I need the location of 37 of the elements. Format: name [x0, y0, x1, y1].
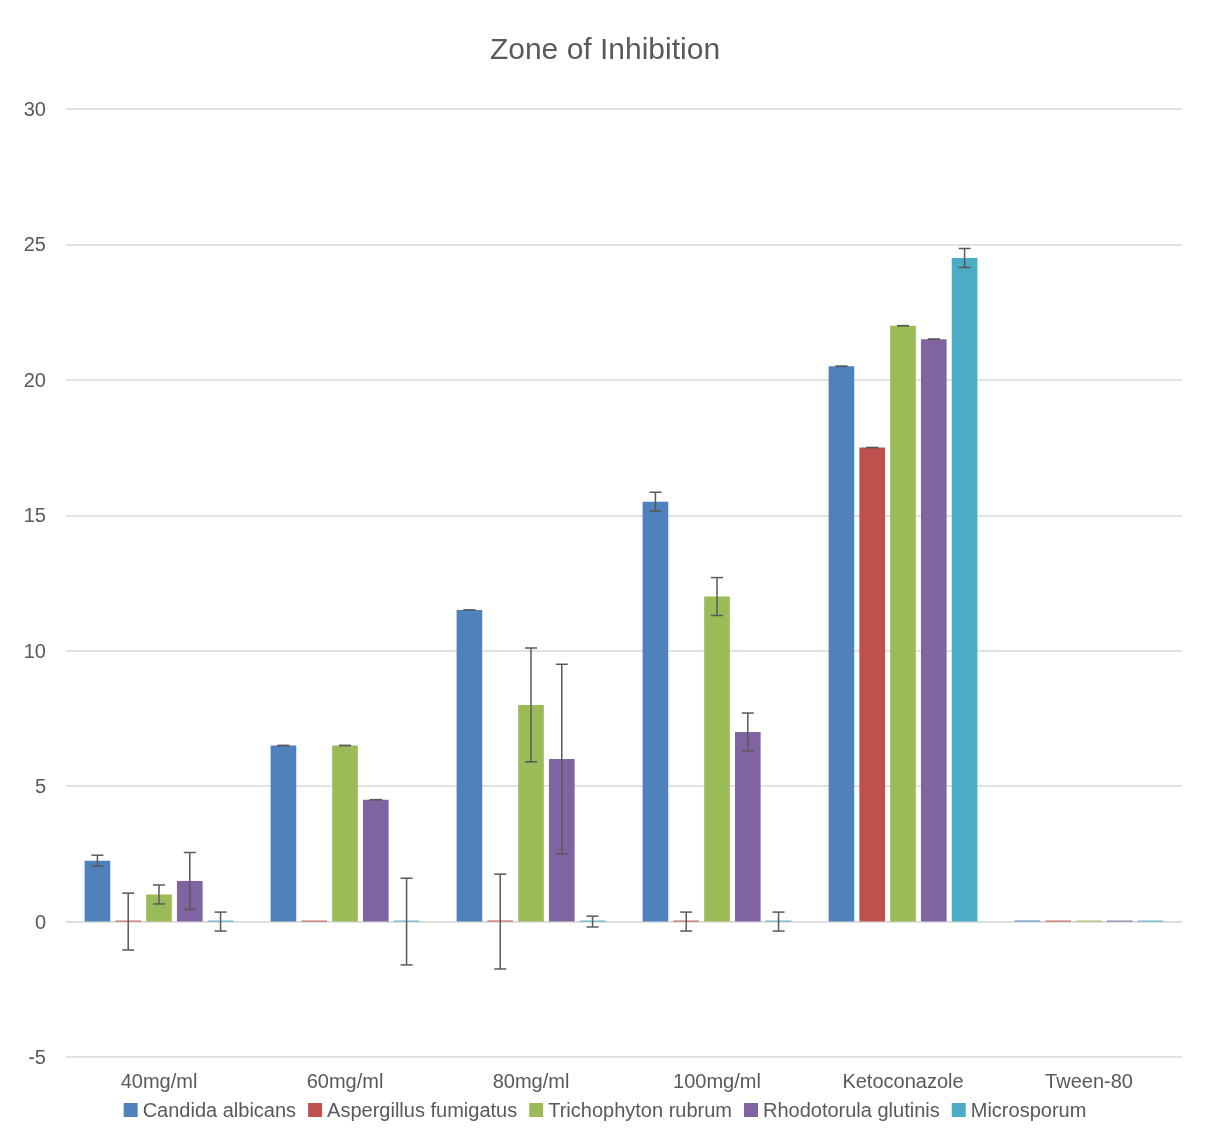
bar — [362, 799, 389, 922]
bar — [270, 745, 297, 922]
bar — [84, 860, 111, 922]
legend-label: Aspergillus fumigatus — [327, 1099, 518, 1121]
bar — [176, 880, 203, 922]
x-tick-label: Tween-80 — [1045, 1070, 1133, 1092]
x-tick-label: Ketoconazole — [842, 1070, 964, 1092]
y-tick-label: 20 — [23, 368, 46, 391]
bar — [951, 257, 978, 922]
x-tick-label: 60mg/ml — [306, 1070, 384, 1092]
y-tick-label: 30 — [23, 98, 46, 120]
bar — [456, 610, 483, 922]
y-tick-label: 25 — [23, 233, 46, 256]
legend-label: Microsporum — [970, 1099, 1087, 1121]
legend-label: Candida albicans — [142, 1099, 297, 1121]
bar — [146, 894, 172, 922]
y-tick-label: 5 — [34, 775, 46, 798]
y-tick-label: 10 — [23, 639, 46, 662]
bar — [828, 366, 855, 922]
legend-label: Trichophyton rubrum — [548, 1099, 732, 1121]
bar — [734, 731, 761, 922]
bar — [642, 501, 669, 922]
bar — [920, 339, 947, 922]
x-tick-label: 100mg/ml — [673, 1070, 761, 1092]
bar — [332, 745, 358, 922]
bar — [704, 596, 730, 922]
bar — [859, 447, 886, 922]
y-tick-label: -5 — [28, 1046, 46, 1068]
bar — [890, 325, 916, 922]
y-tick-label: 15 — [23, 504, 46, 527]
chart-title: Zone of Inhibition — [489, 31, 721, 65]
y-tick-label: 0 — [34, 910, 46, 933]
bar — [518, 704, 544, 922]
bar — [548, 759, 575, 922]
x-tick-label: 40mg/ml — [120, 1070, 198, 1092]
legend-label: Rhodotorula glutinis — [762, 1099, 940, 1121]
x-tick-label: 80mg/ml — [492, 1070, 570, 1092]
